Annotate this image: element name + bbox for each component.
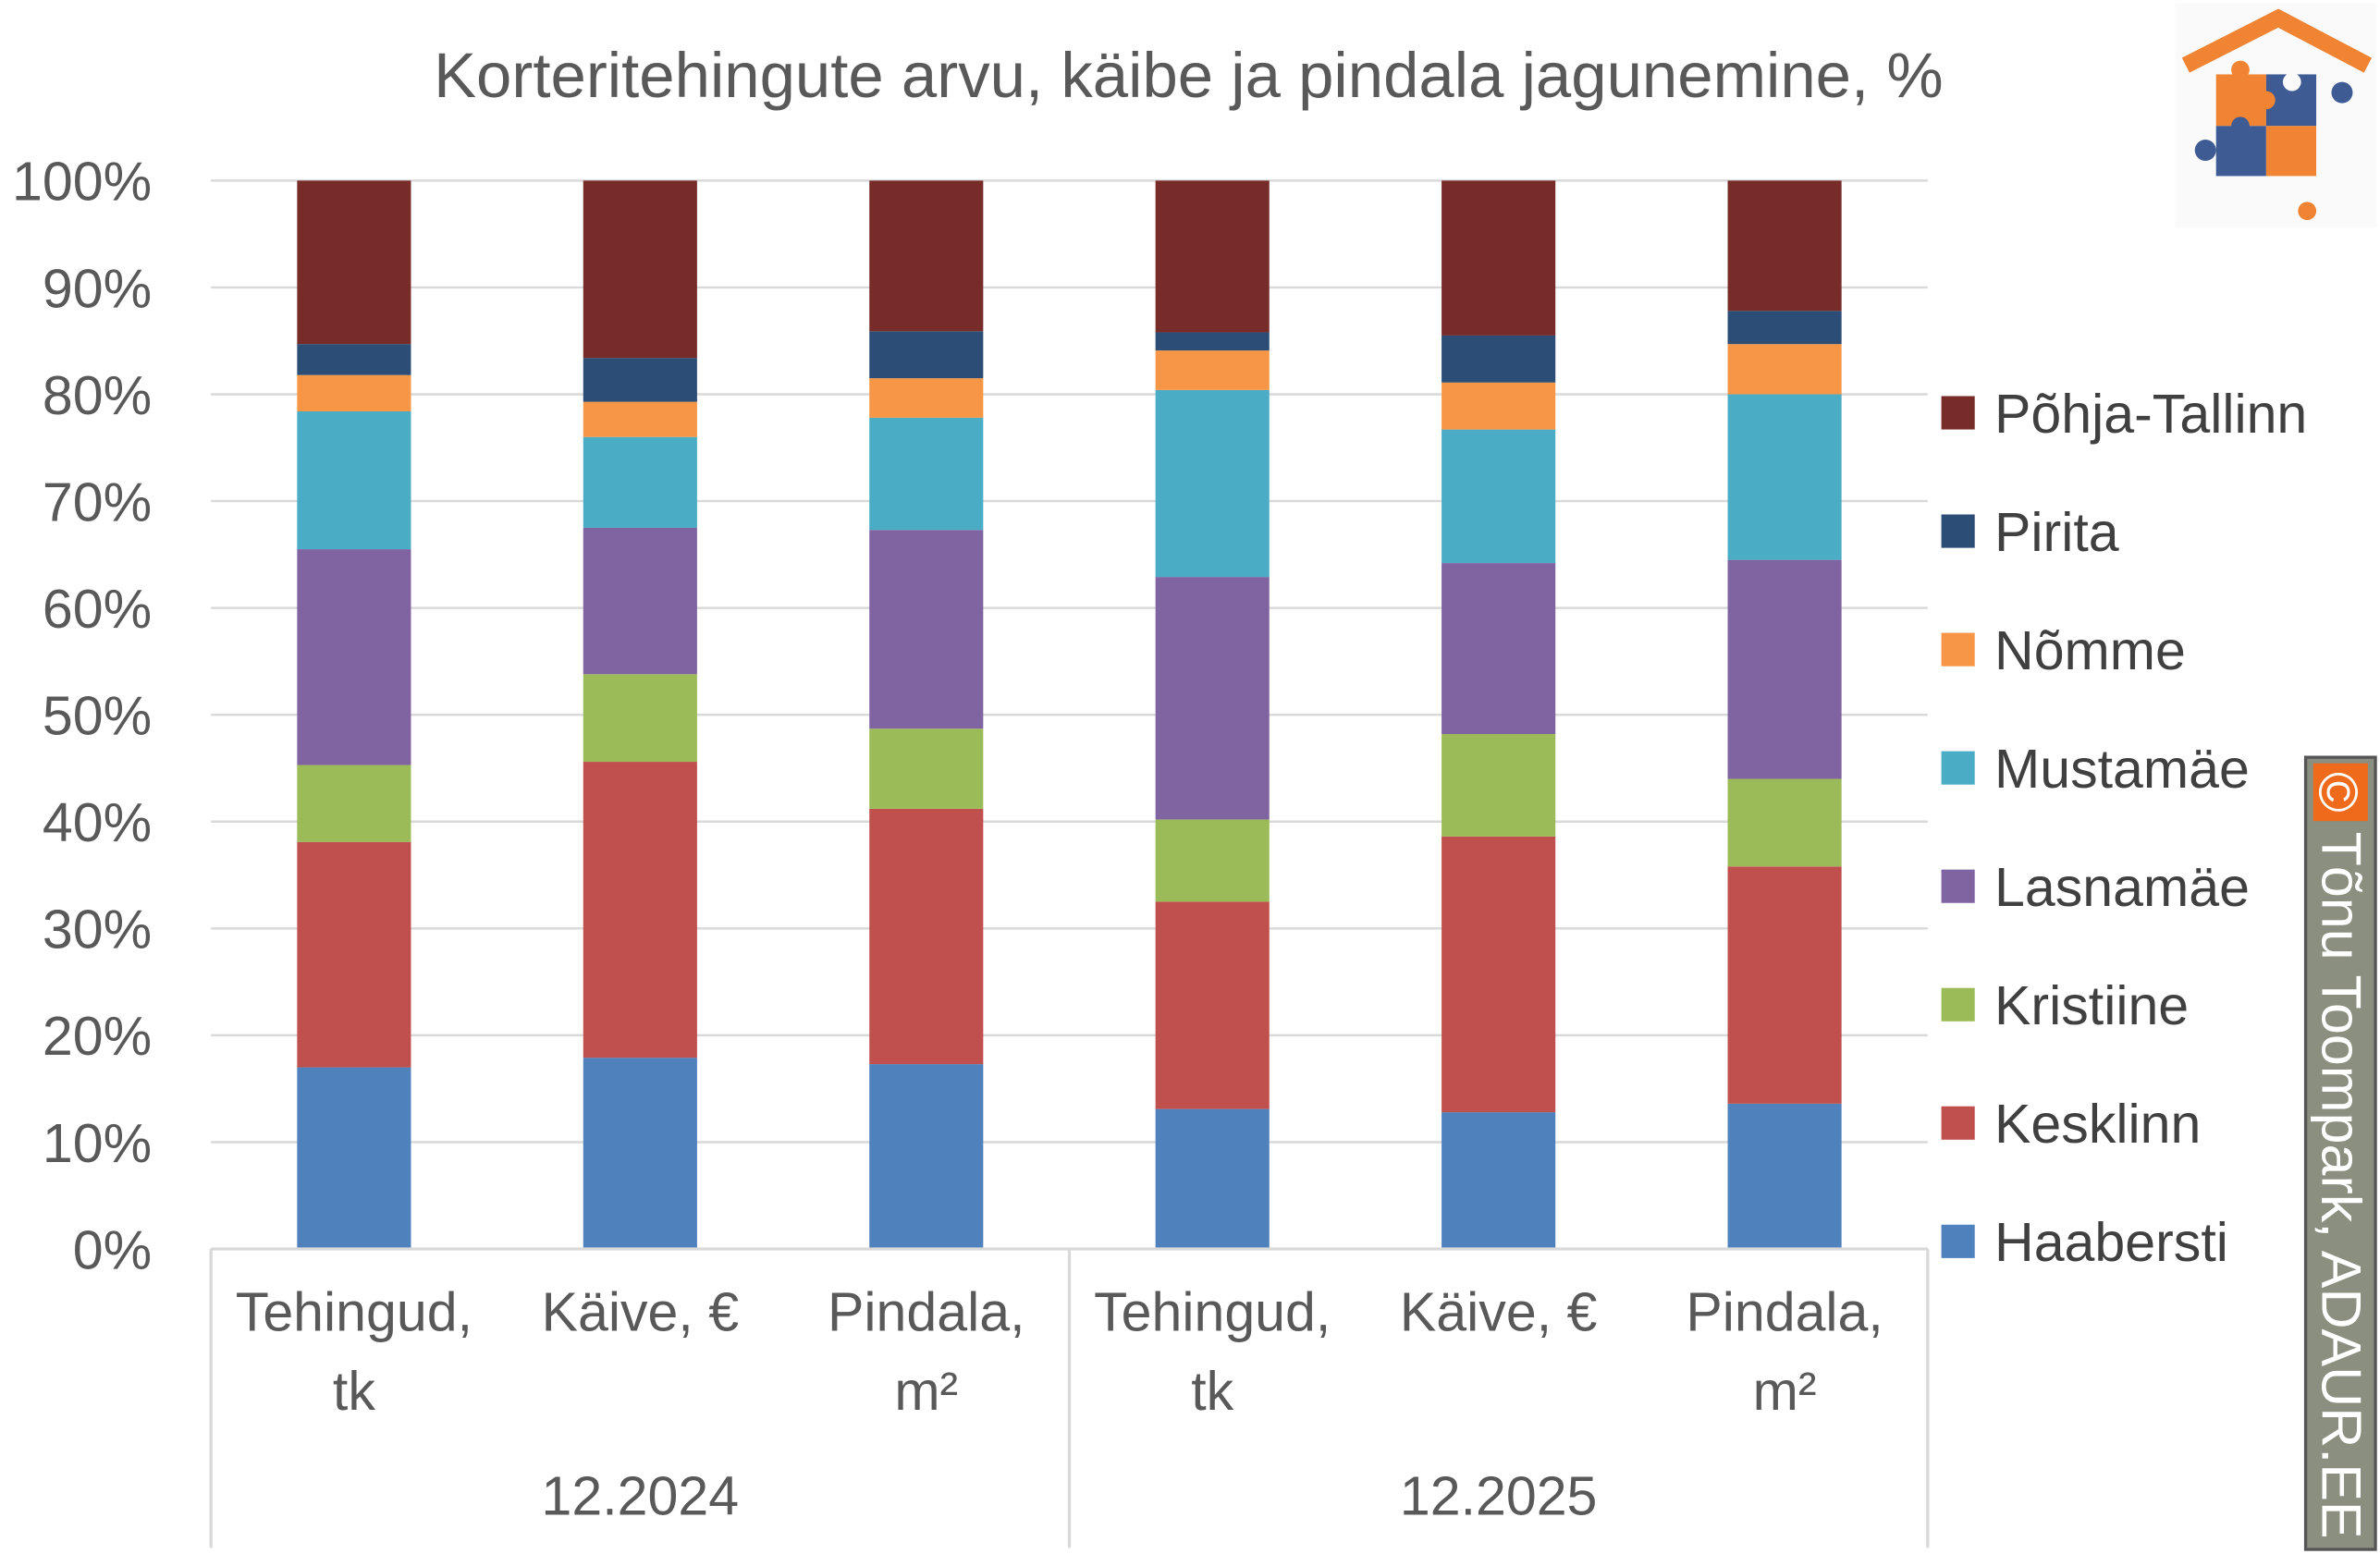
x-tick-label-line2: tk [1191, 1361, 1233, 1422]
y-tick-label: 10% [43, 1113, 152, 1174]
bar-segment-nõmme [297, 374, 411, 411]
legend-swatch [1941, 987, 1975, 1022]
y-tick-label: 60% [43, 579, 152, 640]
legend: Põhja-Tallinn Pirita Nõmme Mustamäe Lasnamäe… [1941, 384, 2307, 1273]
bar-segment-põhja-tallinn [1441, 180, 1556, 336]
legend-swatch [1941, 514, 1975, 548]
bar-segment-põhja-tallinn [1727, 180, 1842, 312]
x-tick-label: Käive, € [1400, 1282, 1598, 1343]
bar-segment-mustamäe [297, 410, 411, 550]
legend-label: Haabersti [1994, 1212, 2228, 1273]
bar-segment-lasnamäe [1441, 563, 1556, 734]
legend-swatch [1941, 1106, 1975, 1140]
bar-segment-põhja-tallinn [1155, 180, 1270, 333]
x-tick-label: Pindala, [828, 1282, 1024, 1343]
x-tick-label: Pindala, [1686, 1282, 1883, 1343]
bar-segment-pirita [297, 344, 411, 375]
bar-segment-haabersti [1441, 1112, 1556, 1250]
bar-segment-lasnamäe [583, 527, 697, 675]
legend-label: Kristiine [1994, 975, 2189, 1036]
x-tick-label: Tehingud, [236, 1282, 472, 1343]
watermark-text: Tõnu Toompark, ADAUR.EE [2311, 832, 2374, 1539]
copyright-watermark: © Tõnu Toompark, ADAUR.EE [2303, 755, 2377, 1551]
bar-segment-nõmme [583, 401, 697, 437]
bar-segment-mustamäe [1441, 429, 1556, 564]
bar-segment-mustamäe [1727, 394, 1842, 560]
bar-segment-kesklinn [1155, 901, 1270, 1109]
bar-segment-kristiine [1441, 733, 1556, 837]
bar-segment-nõmme [869, 378, 984, 418]
bar-segment-haabersti [583, 1058, 697, 1250]
bar-segment-kristiine [583, 674, 697, 763]
bar-segment-pirita [1727, 311, 1842, 345]
legend-swatch [1941, 869, 1975, 903]
y-tick-label: 80% [43, 365, 152, 426]
bar-segment-kristiine [869, 728, 984, 809]
chart-title: Korteritehingute arvu, käibe ja pindala … [434, 40, 1944, 111]
bar-segment-nõmme [1441, 382, 1556, 430]
bars [297, 180, 1842, 1250]
bar-segment-mustamäe [1155, 389, 1270, 578]
bar-segment-mustamäe [869, 417, 984, 531]
bar-segment-pirita [583, 358, 697, 402]
bar-segment-kristiine [297, 765, 411, 842]
legend-label: Mustamäe [1994, 739, 2250, 800]
bar-segment-kesklinn [297, 841, 411, 1068]
legend-swatch [1941, 396, 1975, 430]
bar-segment-pirita [869, 331, 984, 379]
y-tick-label: 50% [43, 686, 152, 747]
y-tick-label: 30% [43, 899, 152, 961]
legend-label: Kesklinn [1994, 1094, 2201, 1155]
legend-label: Põhja-Tallinn [1994, 384, 2307, 445]
y-tick-label: 100% [12, 152, 152, 213]
bar-segment-nõmme [1727, 344, 1842, 395]
bar-segment-põhja-tallinn [297, 180, 411, 345]
bar-segment-kesklinn [1441, 836, 1556, 1113]
bar-segment-mustamäe [583, 436, 697, 528]
y-tick-label: 0% [73, 1219, 152, 1280]
group-label: 12.2024 [542, 1465, 740, 1526]
x-tick-label-line2: m² [1753, 1361, 1817, 1422]
bar-segment-kristiine [1727, 778, 1842, 867]
legend-label: Pirita [1994, 502, 2119, 563]
x-tick-label-line2: m² [894, 1361, 958, 1422]
x-tick-label-line2: tk [333, 1361, 375, 1422]
x-axis: Tehingud, tk Käive, € Pindala, m² Tehingud, tk… [209, 1247, 1930, 1548]
bar-segment-kesklinn [1727, 866, 1842, 1104]
bar-segment-lasnamäe [869, 530, 984, 729]
gridlines [211, 179, 1928, 1251]
y-tick-label: 90% [43, 258, 152, 319]
x-tick-label: Käive, € [542, 1282, 740, 1343]
bar-segment-haabersti [297, 1067, 411, 1250]
bar-segment-haabersti [1155, 1108, 1270, 1250]
bar-segment-nõmme [1155, 350, 1270, 390]
legend-label: Nõmme [1994, 620, 2186, 681]
y-tick-label: 40% [43, 792, 152, 853]
bar-segment-kesklinn [583, 762, 697, 1058]
x-tick-label: Tehingud, [1094, 1282, 1331, 1343]
bar-segment-pirita [1441, 335, 1556, 383]
y-axis-ticks: 0% 10% 20% 30% 40% 50% 60% 70% 80% 90% 100% [12, 152, 152, 1281]
house-puzzle-logo [2175, 3, 2377, 228]
y-tick-label: 70% [43, 471, 152, 532]
bar-segment-kesklinn [869, 808, 984, 1065]
bar-segment-põhja-tallinn [583, 180, 697, 359]
bar-segment-lasnamäe [297, 549, 411, 765]
bar-segment-lasnamäe [1155, 577, 1270, 820]
bar-segment-haabersti [869, 1064, 984, 1250]
bar-segment-põhja-tallinn [869, 180, 984, 332]
bar-segment-haabersti [1727, 1103, 1842, 1250]
bar-segment-lasnamäe [1727, 559, 1842, 779]
bar-segment-pirita [1155, 332, 1270, 351]
legend-swatch [1941, 1224, 1975, 1258]
y-tick-label: 20% [43, 1006, 152, 1067]
group-label: 12.2025 [1400, 1465, 1598, 1526]
bar-segment-kristiine [1155, 819, 1270, 902]
legend-swatch [1941, 632, 1975, 667]
legend-swatch [1941, 751, 1975, 785]
copyright-symbol: © [2307, 772, 2368, 813]
legend-label: Lasnamäe [1994, 857, 2250, 918]
